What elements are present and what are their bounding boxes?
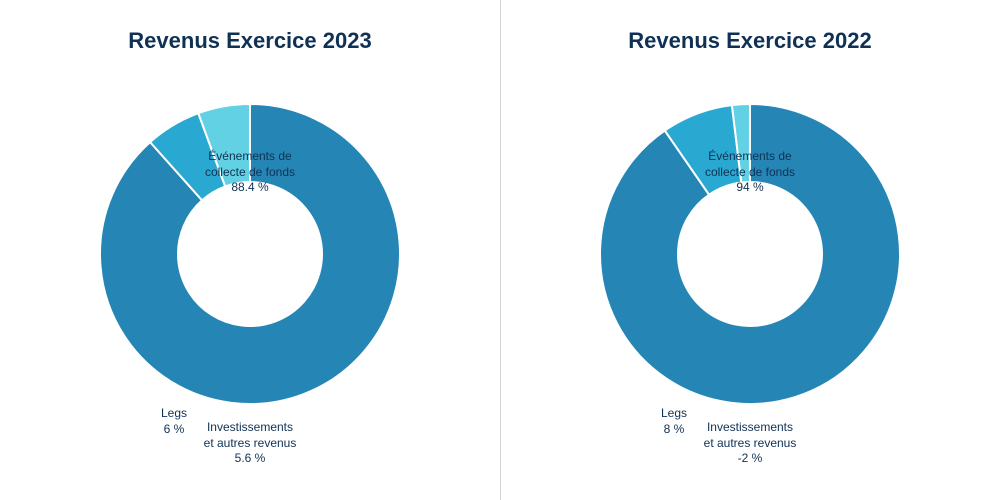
donut-chart-2022: Événements decollecte de fonds94 %Legs8 …: [600, 104, 900, 404]
donut-hole: [678, 182, 822, 326]
donut-hole: [178, 182, 322, 326]
panel-2022: Revenus Exercice 2022 Événements decolle…: [500, 0, 1000, 500]
slice-label-fundraising: Événements decollecte de fonds88.4 %: [205, 149, 295, 196]
slice-label-legs: Legs8 %: [661, 406, 687, 437]
slice-label-investments: Investissementset autres revenus5.6 %: [204, 420, 297, 467]
panel-2023: Revenus Exercice 2023 Événements decolle…: [0, 0, 500, 500]
donut-chart-2023: Événements decollecte de fonds88.4 %Legs…: [100, 104, 400, 404]
slice-label-fundraising: Événements decollecte de fonds94 %: [705, 149, 795, 196]
slice-label-legs: Legs6 %: [161, 406, 187, 437]
chart-title-2023: Revenus Exercice 2023: [128, 28, 371, 54]
chart-title-2022: Revenus Exercice 2022: [628, 28, 871, 54]
slice-label-investments: Investissementset autres revenus-2 %: [704, 420, 797, 467]
